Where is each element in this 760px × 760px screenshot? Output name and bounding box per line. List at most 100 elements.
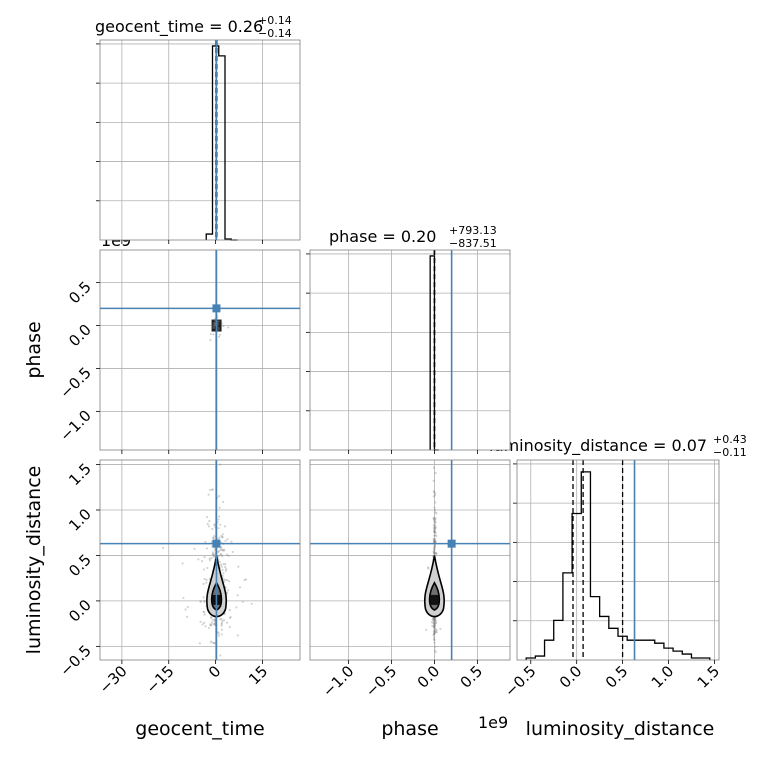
scatter-point: [219, 553, 223, 556]
scatter-point: [226, 579, 229, 582]
scatter-point: [209, 333, 212, 336]
scatter-point: [211, 618, 214, 621]
scatter-point: [223, 580, 226, 583]
scatter-point: [433, 494, 437, 497]
xtick-label-luminosity_distance-1: 0.0: [556, 662, 586, 692]
scatter-point: [213, 619, 217, 622]
scatter-point: [433, 529, 436, 532]
scatter-point: [434, 628, 437, 631]
scatter-point: [221, 533, 225, 536]
scatter-point: [434, 622, 437, 625]
scatter-point: [433, 551, 436, 554]
ytick-label-luminosity_distance-3: 1.0: [65, 505, 95, 535]
truth-marker-geocent_time-phase: [212, 304, 221, 313]
scatter-point: [434, 511, 437, 514]
scatter-point: [433, 546, 436, 549]
scatter-point: [202, 596, 205, 599]
scatter-point: [203, 556, 206, 559]
scatter-point: [203, 613, 206, 616]
scatter-point: [182, 596, 185, 600]
scatter-point: [219, 563, 223, 566]
scatter-point: [425, 628, 428, 631]
scatter-point: [221, 555, 224, 558]
scatter-point: [193, 547, 196, 550]
scatter-point: [223, 548, 226, 551]
scatter-point: [207, 626, 211, 630]
scatter-point: [225, 568, 228, 571]
title-geocent-time-plus: +0.14: [258, 14, 292, 27]
title-geocent-time: geocent_time = 0.26: [95, 17, 263, 37]
scatter-point: [433, 618, 436, 622]
scatter-point: [433, 518, 436, 521]
scatter-point: [213, 324, 216, 327]
scatter-point: [213, 642, 216, 645]
panel-2d-geocent_time-luminosity_distance: [99, 459, 301, 661]
scatter-point: [433, 523, 436, 526]
hist-frame-phase: [309, 249, 511, 451]
scatter-point: [213, 326, 216, 329]
title-phase-plus: +793.13: [449, 224, 497, 237]
scatter-point: [186, 605, 189, 609]
scatter-point: [219, 523, 222, 526]
truth-marker-phase-luminosity_distance: [447, 539, 456, 548]
panel-frame-phase-luminosity_distance: [309, 459, 511, 661]
scatter-point: [231, 550, 234, 554]
scatter-point: [203, 611, 206, 614]
scatter-point: [434, 519, 437, 522]
scatter-point: [434, 645, 437, 648]
scatter-point: [433, 632, 436, 635]
scatter-point: [224, 539, 227, 542]
scatter-point: [208, 488, 212, 492]
scatter-point: [208, 520, 211, 523]
scatter-point: [433, 625, 436, 628]
scatter-point: [199, 620, 202, 623]
scatter-point: [209, 640, 213, 643]
scatter-point: [224, 569, 227, 573]
scatter-point: [224, 563, 227, 566]
scatter-point: [216, 631, 219, 634]
scatter-point: [433, 547, 436, 550]
ylabel-luminosity-distance: luminosity_distance: [23, 466, 45, 655]
scatter-point: [431, 618, 434, 621]
ytick-label-luminosity_distance-1: 0.0: [65, 596, 95, 626]
scatter-point: [433, 617, 436, 620]
scatter-point: [433, 506, 436, 509]
xlabel-phase: phase: [381, 718, 438, 740]
scatter-point: [432, 516, 435, 519]
scatter-point: [433, 626, 436, 630]
scatter-point: [433, 620, 436, 623]
scatter-point: [203, 621, 206, 624]
scatter-point: [433, 649, 437, 652]
scatter-point: [221, 548, 224, 551]
hist-panel-luminosity_distance: [513, 459, 720, 661]
scatter-point: [432, 550, 435, 553]
ytick-label-luminosity_distance-4: 1.5: [65, 460, 95, 490]
scatter-point: [205, 515, 209, 519]
scatter-point: [221, 619, 224, 623]
scatter-point: [210, 621, 213, 624]
scatter-point: [217, 550, 220, 553]
panel-bg-geocent_time-phase: [100, 250, 300, 450]
scatter-point: [434, 527, 437, 530]
xtick-label-luminosity_distance-2: 0.5: [602, 662, 632, 692]
scatter-point: [222, 619, 226, 622]
scatter-point: [212, 322, 215, 325]
scatter-point: [250, 602, 253, 605]
scatter-point: [434, 531, 437, 534]
scatter-point: [434, 526, 437, 529]
scatter-point: [217, 634, 220, 637]
scatter-point: [184, 608, 187, 611]
scatter-point: [433, 548, 436, 552]
scatter-point: [432, 621, 435, 624]
scatter-point: [433, 638, 436, 641]
scatter-point: [220, 623, 223, 626]
scatter-point: [433, 518, 436, 521]
scatter-point: [433, 540, 436, 544]
scatter-point: [433, 549, 436, 552]
scatter-point: [203, 600, 206, 603]
scatter-point: [236, 634, 239, 637]
scatter-point: [220, 621, 224, 624]
scatter-point: [434, 541, 437, 544]
scatter-point: [432, 491, 436, 494]
scatter-point: [435, 535, 438, 538]
